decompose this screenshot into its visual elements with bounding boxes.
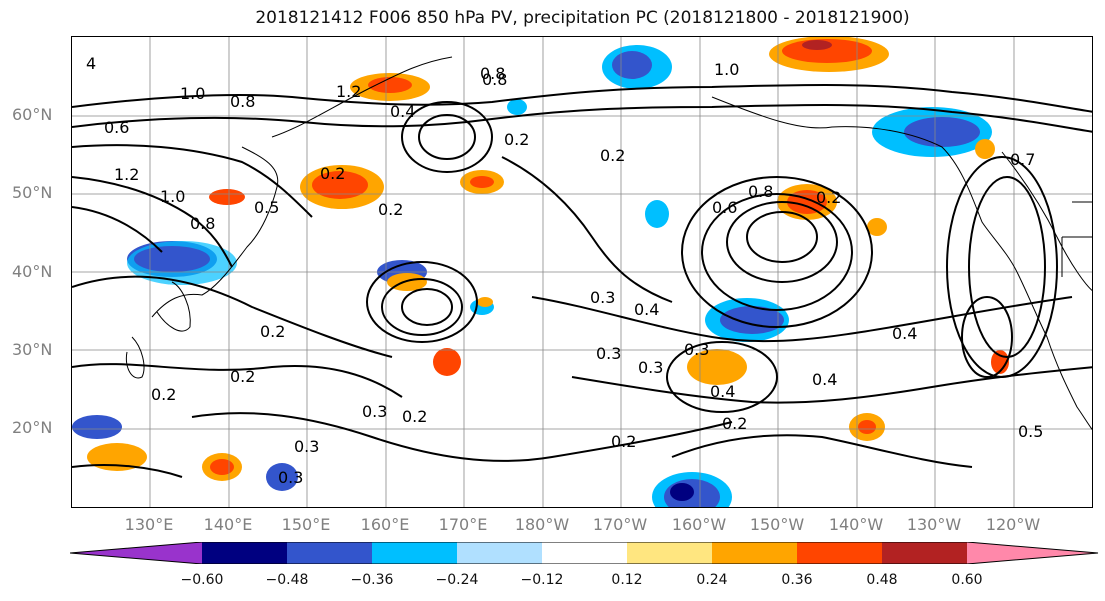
contour-label: 0.3 bbox=[590, 288, 615, 307]
colorbar-tick: −0.24 bbox=[435, 572, 479, 588]
contour-label: 0.3 bbox=[294, 437, 319, 456]
contour-label: 0.2 bbox=[230, 367, 255, 386]
contour-label: 1.0 bbox=[714, 60, 739, 79]
contour-label: 0.4 bbox=[390, 102, 415, 121]
lat-label: 40°N bbox=[12, 262, 53, 281]
map-canvas: 4 1.0 0.8 0.6 1.2 1.2 1.0 0.8 0.5 0.2 0.… bbox=[72, 37, 1092, 507]
contour-label: 0.3 bbox=[362, 402, 387, 421]
map-title: 2018121412 F006 850 hPa PV, precipitatio… bbox=[255, 8, 910, 28]
contour-label: 0.2 bbox=[722, 414, 747, 433]
contour-label: 0.4 bbox=[710, 382, 735, 401]
lon-label: 140°W bbox=[828, 515, 884, 534]
colorbar-segment bbox=[372, 542, 457, 564]
coastlines bbox=[125, 56, 1092, 431]
colorbar-segment bbox=[457, 542, 542, 564]
lon-label: 140°E bbox=[203, 515, 253, 534]
lon-label: 130°E bbox=[124, 515, 174, 534]
contour-label: 0.8 bbox=[480, 64, 505, 83]
lon-label: 160°E bbox=[360, 515, 410, 534]
contour-label: 0.5 bbox=[254, 198, 279, 217]
colorbar-segment bbox=[967, 542, 1098, 564]
lat-label: 30°N bbox=[12, 340, 53, 359]
contour-label: 0.2 bbox=[611, 432, 636, 451]
contour-label: 0.4 bbox=[892, 324, 917, 343]
contour-label: 0.6 bbox=[712, 198, 737, 217]
contour-label: 4 bbox=[86, 54, 96, 73]
map-panel: 4 1.0 0.8 0.6 1.2 1.2 1.0 0.8 0.5 0.2 0.… bbox=[71, 36, 1093, 508]
contour-label: 0.2 bbox=[151, 385, 176, 404]
lat-label: 20°N bbox=[12, 418, 53, 437]
colorbar-tick: −0.36 bbox=[350, 572, 394, 588]
precip-shading bbox=[72, 37, 1009, 507]
lon-label: 130°W bbox=[906, 515, 962, 534]
colorbar-segment bbox=[202, 542, 287, 564]
colorbar-segment bbox=[712, 542, 797, 564]
graticule bbox=[72, 37, 1092, 507]
colorbar-tick: 0.60 bbox=[951, 572, 983, 588]
colorbar-segment bbox=[542, 542, 627, 564]
contour-label: 1.0 bbox=[160, 187, 185, 206]
contour-label: 0.3 bbox=[278, 468, 303, 487]
contour-label: 0.2 bbox=[378, 200, 403, 219]
contour-label: 0.8 bbox=[748, 182, 773, 201]
contour-label: 0.3 bbox=[596, 344, 621, 363]
contour-label: 1.2 bbox=[114, 165, 139, 184]
contour-label: 0.2 bbox=[402, 407, 427, 426]
contour-labels: 4 1.0 0.8 0.6 1.2 1.2 1.0 0.8 0.5 0.2 0.… bbox=[86, 54, 1043, 487]
contour-label: 0.2 bbox=[504, 130, 529, 149]
contour-label: 0.2 bbox=[816, 188, 841, 207]
contour-label: 0.7 bbox=[1010, 150, 1035, 169]
contour-label: 1.2 bbox=[336, 82, 361, 101]
contour-label: 0.2 bbox=[320, 164, 345, 183]
lat-label: 50°N bbox=[12, 183, 53, 202]
lon-label: 120°W bbox=[985, 515, 1041, 534]
lon-label: 150°W bbox=[749, 515, 805, 534]
lat-label: 60°N bbox=[12, 105, 53, 124]
contour-label: 0.4 bbox=[812, 370, 837, 389]
contour-label: 0.6 bbox=[104, 118, 129, 137]
colorbar bbox=[70, 542, 1099, 564]
colorbar-segment bbox=[882, 542, 967, 564]
contour-label: 0.2 bbox=[600, 146, 625, 165]
colorbar-tick: −0.48 bbox=[265, 572, 309, 588]
colorbar-tick: 0.36 bbox=[781, 572, 813, 588]
lon-label: 170°E bbox=[438, 515, 488, 534]
colorbar-segment bbox=[797, 542, 882, 564]
contour-label: 0.8 bbox=[230, 92, 255, 111]
lon-label: 180°W bbox=[514, 515, 570, 534]
colorbar-tick: 0.24 bbox=[696, 572, 728, 588]
pv-contours bbox=[72, 83, 1092, 478]
contour-label: 0.8 bbox=[190, 214, 215, 233]
contour-label: 0.2 bbox=[260, 322, 285, 341]
colorbar-tick: 0.48 bbox=[866, 572, 898, 588]
contour-label: 0.8 bbox=[482, 70, 507, 89]
lon-label: 160°W bbox=[671, 515, 727, 534]
contour-label: 1.0 bbox=[180, 84, 205, 103]
contour-label: 0.5 bbox=[1018, 422, 1043, 441]
colorbar-segment bbox=[70, 542, 202, 564]
lon-label: 170°W bbox=[592, 515, 648, 534]
contour-label: 0.4 bbox=[634, 300, 659, 319]
colorbar-tick: −0.12 bbox=[520, 572, 564, 588]
lon-label: 150°E bbox=[281, 515, 331, 534]
colorbar-tick: 0.12 bbox=[611, 572, 643, 588]
colorbar-segment bbox=[627, 542, 712, 564]
colorbar-tick: −0.60 bbox=[180, 572, 224, 588]
contour-label: 0.3 bbox=[684, 340, 709, 359]
contour-label: 0.3 bbox=[638, 358, 663, 377]
colorbar-segment bbox=[287, 542, 372, 564]
